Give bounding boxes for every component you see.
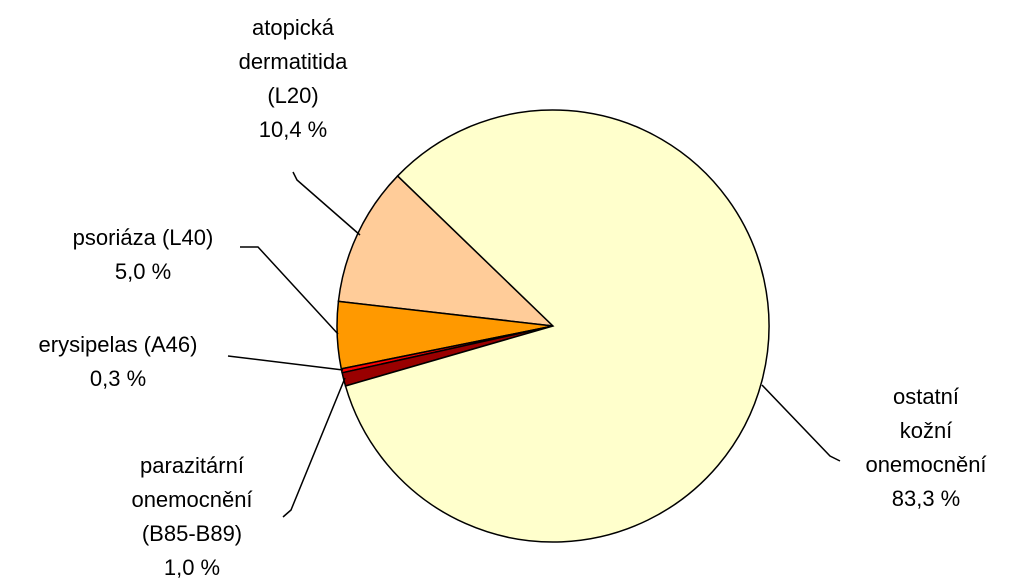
value-label: 10,4 % bbox=[258, 117, 328, 142]
leader-line bbox=[761, 384, 841, 462]
category-label: psoriáza (L40) bbox=[72, 225, 214, 250]
category-label: parazitární onemocnění (B85-B89) bbox=[131, 453, 253, 546]
value-label: 83,3 % bbox=[891, 486, 961, 511]
pie-slice bbox=[344, 109, 770, 543]
category-label: ostatní kožní onemocnění bbox=[865, 384, 987, 477]
leader-line bbox=[227, 355, 344, 371]
category-label: atopická dermatitida (L20) bbox=[238, 15, 348, 108]
value-label: 0,3 % bbox=[89, 366, 147, 391]
leader-line bbox=[292, 171, 361, 236]
leader-line bbox=[240, 246, 339, 335]
value-label: 1,0 % bbox=[163, 555, 221, 580]
slice-label: parazitární onemocnění (B85-B89) 1,0 % bbox=[131, 449, 252, 585]
slice-label: erysipelas (A46) 0,3 % bbox=[39, 328, 198, 396]
slice-label: atopická dermatitida (L20) 10,4 % bbox=[239, 11, 348, 147]
category-label: erysipelas (A46) bbox=[38, 332, 198, 357]
slice-label: psoriáza (L40) 5,0 % bbox=[73, 221, 214, 289]
leader-line bbox=[282, 377, 346, 518]
slice-label: ostatní kožní onemocnění 83,3 % bbox=[865, 380, 986, 516]
leader-lines bbox=[227, 171, 841, 518]
value-label: 5,0 % bbox=[114, 259, 172, 284]
